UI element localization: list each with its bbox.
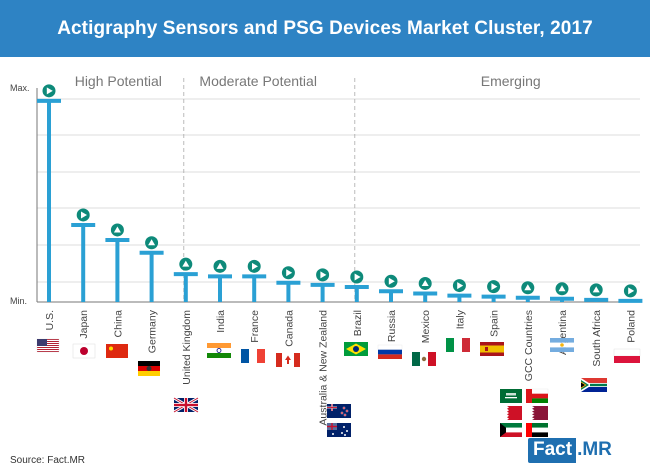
flag-france-icon [241, 349, 265, 363]
flag-usa-icon [36, 338, 60, 353]
arrow-up-icon [558, 285, 566, 292]
arrow-right-icon [320, 271, 327, 279]
bar-canada [276, 266, 301, 302]
category-label-spain: Spain [489, 310, 501, 337]
y-tick-label-max: Max. [10, 83, 30, 93]
category-label-south-africa: South Africa [591, 310, 603, 367]
category-label-japan: Japan [78, 310, 90, 339]
flag-argentina-icon [550, 338, 574, 352]
cluster-label-emerging: Emerging [481, 73, 541, 89]
bar-brazil [344, 270, 369, 302]
arrow-up-icon [524, 284, 532, 291]
flag-uk-icon [173, 396, 199, 414]
flag-japan-icon [72, 343, 96, 359]
arrow-right-icon [252, 262, 258, 270]
category-label-u-s: U.S. [44, 310, 56, 330]
flag-australia-icon [327, 423, 351, 437]
arrow-up-icon [592, 286, 600, 293]
bar-u-s [37, 84, 61, 302]
y-tick-label-min: Min. [10, 296, 27, 306]
arrow-right-icon [457, 282, 464, 290]
flag-spain-icon [480, 342, 504, 356]
bar-china [105, 223, 130, 302]
logo-part-1: Fact [528, 437, 577, 463]
flag-italy-icon [446, 338, 470, 352]
flag-india-icon [207, 343, 231, 358]
flag-kuwait-icon [500, 423, 522, 437]
flag-poland-icon [613, 348, 641, 363]
category-label-mexico: Mexico [420, 310, 432, 343]
bar-united-kingdom [173, 257, 198, 302]
bar-poland [618, 284, 643, 303]
axis-layer: Max. Min. [10, 83, 640, 306]
arrow-up-icon [148, 239, 156, 246]
flag-germany-icon [138, 361, 160, 376]
arrow-up-icon [216, 262, 224, 269]
category-label-germany: Germany [147, 309, 159, 353]
arrow-right-icon [388, 277, 395, 285]
cluster-label-high-potential: High Potential [75, 73, 162, 89]
flag-uae-icon [526, 423, 548, 437]
flag-oman-icon [525, 388, 549, 403]
flag-brazil-icon [344, 342, 368, 356]
chart-title: Actigraphy Sensors and PSG Devices Marke… [57, 17, 593, 39]
category-label-gcc-countries: GCC Countries [523, 310, 535, 381]
arrow-right-icon [491, 283, 498, 291]
arrow-right-icon [286, 269, 293, 277]
category-label-russia: Russia [386, 310, 398, 342]
flag-canada-icon [276, 353, 300, 367]
arrow-up-icon [182, 260, 190, 267]
bar-south-africa [584, 283, 609, 302]
factmr-logo: Fact .MR [528, 437, 612, 463]
category-label-china: China [112, 310, 124, 338]
category-label-united-kingdom: United Kingdom [181, 310, 193, 385]
arrow-right-icon [354, 273, 361, 281]
arrow-up-icon [421, 279, 429, 286]
arrow-right-icon [46, 87, 53, 95]
cluster-layer: High Potential Moderate Potential Emerging [75, 73, 541, 302]
bar-layer [37, 84, 643, 303]
bar-mexico [413, 276, 438, 302]
bar-russia [379, 274, 403, 302]
flag-new-zealand-icon [327, 404, 351, 418]
arrow-right-icon [628, 287, 635, 295]
label-layer: U.S. Japan China Germany United Kingdom India… [44, 309, 637, 425]
flag-russia-icon [377, 344, 403, 359]
bar-india [208, 259, 232, 302]
bar-spain [481, 280, 506, 302]
flag-qatar-icon [526, 406, 548, 420]
logo-part-2: .MR [577, 439, 612, 460]
category-label-australia-and-new-zealand: Australia & New Zealand [318, 310, 330, 426]
category-label-italy: Italy [454, 309, 466, 329]
grid-layer [37, 98, 640, 283]
flag-south-africa-icon [581, 378, 607, 392]
category-label-france: France [249, 310, 261, 343]
category-label-brazil: Brazil [352, 310, 364, 336]
arrow-right-icon [81, 211, 87, 219]
cluster-label-moderate-potential: Moderate Potential [199, 73, 317, 89]
category-label-india: India [215, 310, 227, 333]
bar-argentina [550, 282, 574, 302]
title-bar: Actigraphy Sensors and PSG Devices Marke… [0, 0, 650, 57]
cluster-chart: Max. Min. High Potential Moderate Potentia… [10, 73, 643, 437]
flag-bahrain-icon [500, 406, 522, 420]
flag-mexico-icon [412, 352, 436, 366]
bar-japan [71, 208, 96, 302]
flag-layer [36, 338, 641, 437]
source-note: Source: Fact.MR [10, 455, 86, 466]
bar-gcc-countries [515, 281, 540, 302]
flag-saudi-arabia-icon [500, 389, 522, 403]
arrow-up-icon [113, 226, 121, 233]
bar-australia-and-new-zealand [310, 268, 335, 302]
bar-germany [139, 236, 164, 302]
bar-france [242, 259, 267, 302]
category-label-poland: Poland [625, 310, 637, 343]
bar-italy [447, 279, 472, 302]
category-label-canada: Canada [283, 310, 295, 347]
flag-china-icon [106, 344, 128, 358]
